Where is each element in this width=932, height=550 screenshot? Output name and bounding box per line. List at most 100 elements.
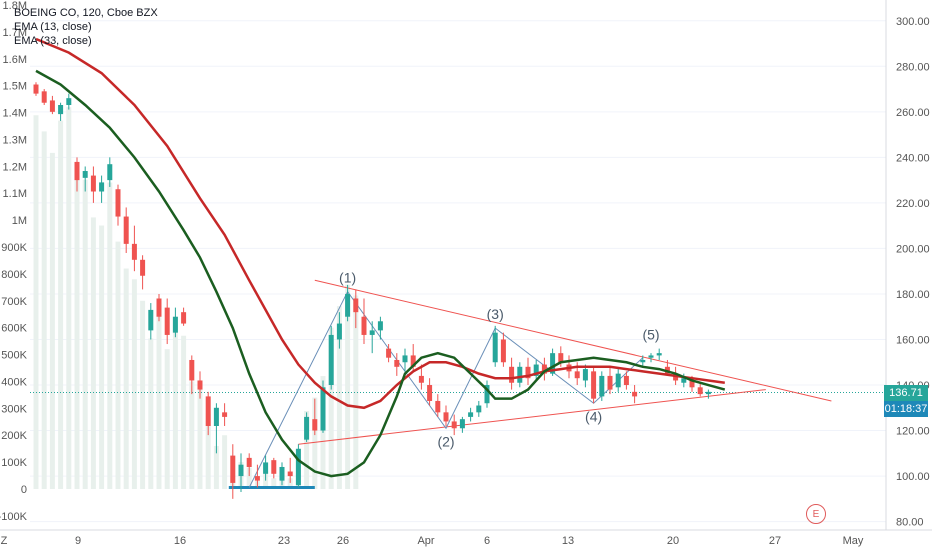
time-tick-label: May <box>843 535 864 547</box>
candle <box>369 321 375 354</box>
candle-body <box>377 321 383 331</box>
candle-body <box>574 371 580 379</box>
candle <box>238 453 244 493</box>
candle <box>468 407 474 422</box>
candle <box>295 444 301 488</box>
volume-bar <box>140 300 146 489</box>
candle-body <box>640 359 646 363</box>
time-tick-label: Z <box>1 535 8 547</box>
price-axis-labels: 80.00100.00120.00140.00160.00180.00200.0… <box>896 16 930 529</box>
candle-body <box>623 375 629 386</box>
candle-body <box>58 105 64 115</box>
volume-bar <box>99 225 105 489</box>
candle-body <box>336 323 342 340</box>
volume-bar <box>49 152 55 489</box>
price-tick-label: 280.00 <box>896 61 930 73</box>
volume-bar <box>345 284 351 489</box>
candle <box>582 364 588 388</box>
candle <box>287 457 293 483</box>
volume-axis-labels: -100K 0 100K 200K 300K 400K 500K 600K 700K 800K 90… <box>0 0 28 523</box>
volume-bar <box>164 349 170 489</box>
volume-bar <box>131 279 137 489</box>
volume-bar <box>90 217 96 489</box>
candle <box>451 414 457 436</box>
volume-bar <box>115 241 121 489</box>
candle-body <box>197 380 203 390</box>
candle <box>599 371 605 401</box>
candle <box>648 353 654 363</box>
price-tick-label: 240.00 <box>896 152 930 164</box>
candle <box>517 362 523 388</box>
volume-tick-label: 1.5M <box>3 81 27 93</box>
legend-ema33[interactable]: EMA (33, close) <box>14 35 92 47</box>
candle-body <box>213 407 219 426</box>
candle-body <box>156 298 162 317</box>
candle <box>656 348 662 360</box>
candle <box>189 355 195 395</box>
candle <box>140 255 146 290</box>
candle <box>115 184 121 226</box>
volume-bar <box>222 435 228 489</box>
legend-ema13[interactable]: EMA (13, close) <box>14 21 92 33</box>
candle-body <box>386 348 392 358</box>
wave-label: (4) <box>585 408 602 424</box>
candle <box>304 412 310 442</box>
time-tick-label: 13 <box>562 535 574 547</box>
candle-body <box>517 366 523 383</box>
candle-body <box>49 100 55 112</box>
candle-body <box>295 448 301 486</box>
candle-body <box>172 316 178 333</box>
candle <box>615 369 621 392</box>
candle <box>123 207 129 253</box>
candle <box>640 355 646 367</box>
candle <box>164 298 170 345</box>
time-tick-label: 6 <box>484 535 490 547</box>
candle-body <box>66 98 72 105</box>
volume-bars <box>33 107 359 490</box>
candle-body <box>459 419 465 429</box>
candle <box>33 82 39 96</box>
candle <box>492 325 498 367</box>
candle-body <box>558 353 564 363</box>
candle-body <box>238 464 244 477</box>
candle <box>533 359 539 381</box>
time-tick-label: 20 <box>667 535 679 547</box>
candle-body <box>615 373 621 388</box>
volume-tick-label: 1.2M <box>3 161 27 173</box>
candle-body <box>418 375 424 383</box>
candle-body <box>689 380 695 388</box>
price-tick-label: 220.00 <box>896 198 930 210</box>
candle-body <box>443 412 449 422</box>
volume-bar <box>353 295 359 489</box>
time-tick-label: 9 <box>75 535 81 547</box>
candle <box>90 166 96 203</box>
candle-body <box>468 412 474 417</box>
candle <box>131 225 137 272</box>
volume-tick-label: 700K <box>1 296 27 308</box>
candle <box>254 464 260 488</box>
candle <box>484 380 490 408</box>
volume-bar <box>213 445 219 489</box>
volume-tick-label: 1.4M <box>3 108 27 120</box>
candle <box>230 444 236 499</box>
candle-body <box>90 175 96 192</box>
candle <box>418 364 424 390</box>
candle <box>541 357 547 381</box>
candle <box>435 394 441 417</box>
volume-tick-label: 800K <box>1 269 27 281</box>
candle-body <box>533 364 539 376</box>
candle-body <box>697 387 703 395</box>
candle <box>312 398 318 436</box>
candle <box>705 389 711 399</box>
earnings-badge[interactable]: E <box>806 504 826 524</box>
candle-body <box>123 216 129 244</box>
volume-bar <box>74 166 80 490</box>
volume-bar <box>287 478 293 489</box>
candle-body <box>500 339 506 363</box>
candle-body <box>131 243 137 260</box>
price-tick-label: 180.00 <box>896 289 930 301</box>
candle-body <box>681 378 687 383</box>
legend-title[interactable]: BOEING CO, 120, Cboe BZX <box>14 7 158 19</box>
candle-body <box>115 189 121 217</box>
wave-label: (1) <box>339 270 356 286</box>
